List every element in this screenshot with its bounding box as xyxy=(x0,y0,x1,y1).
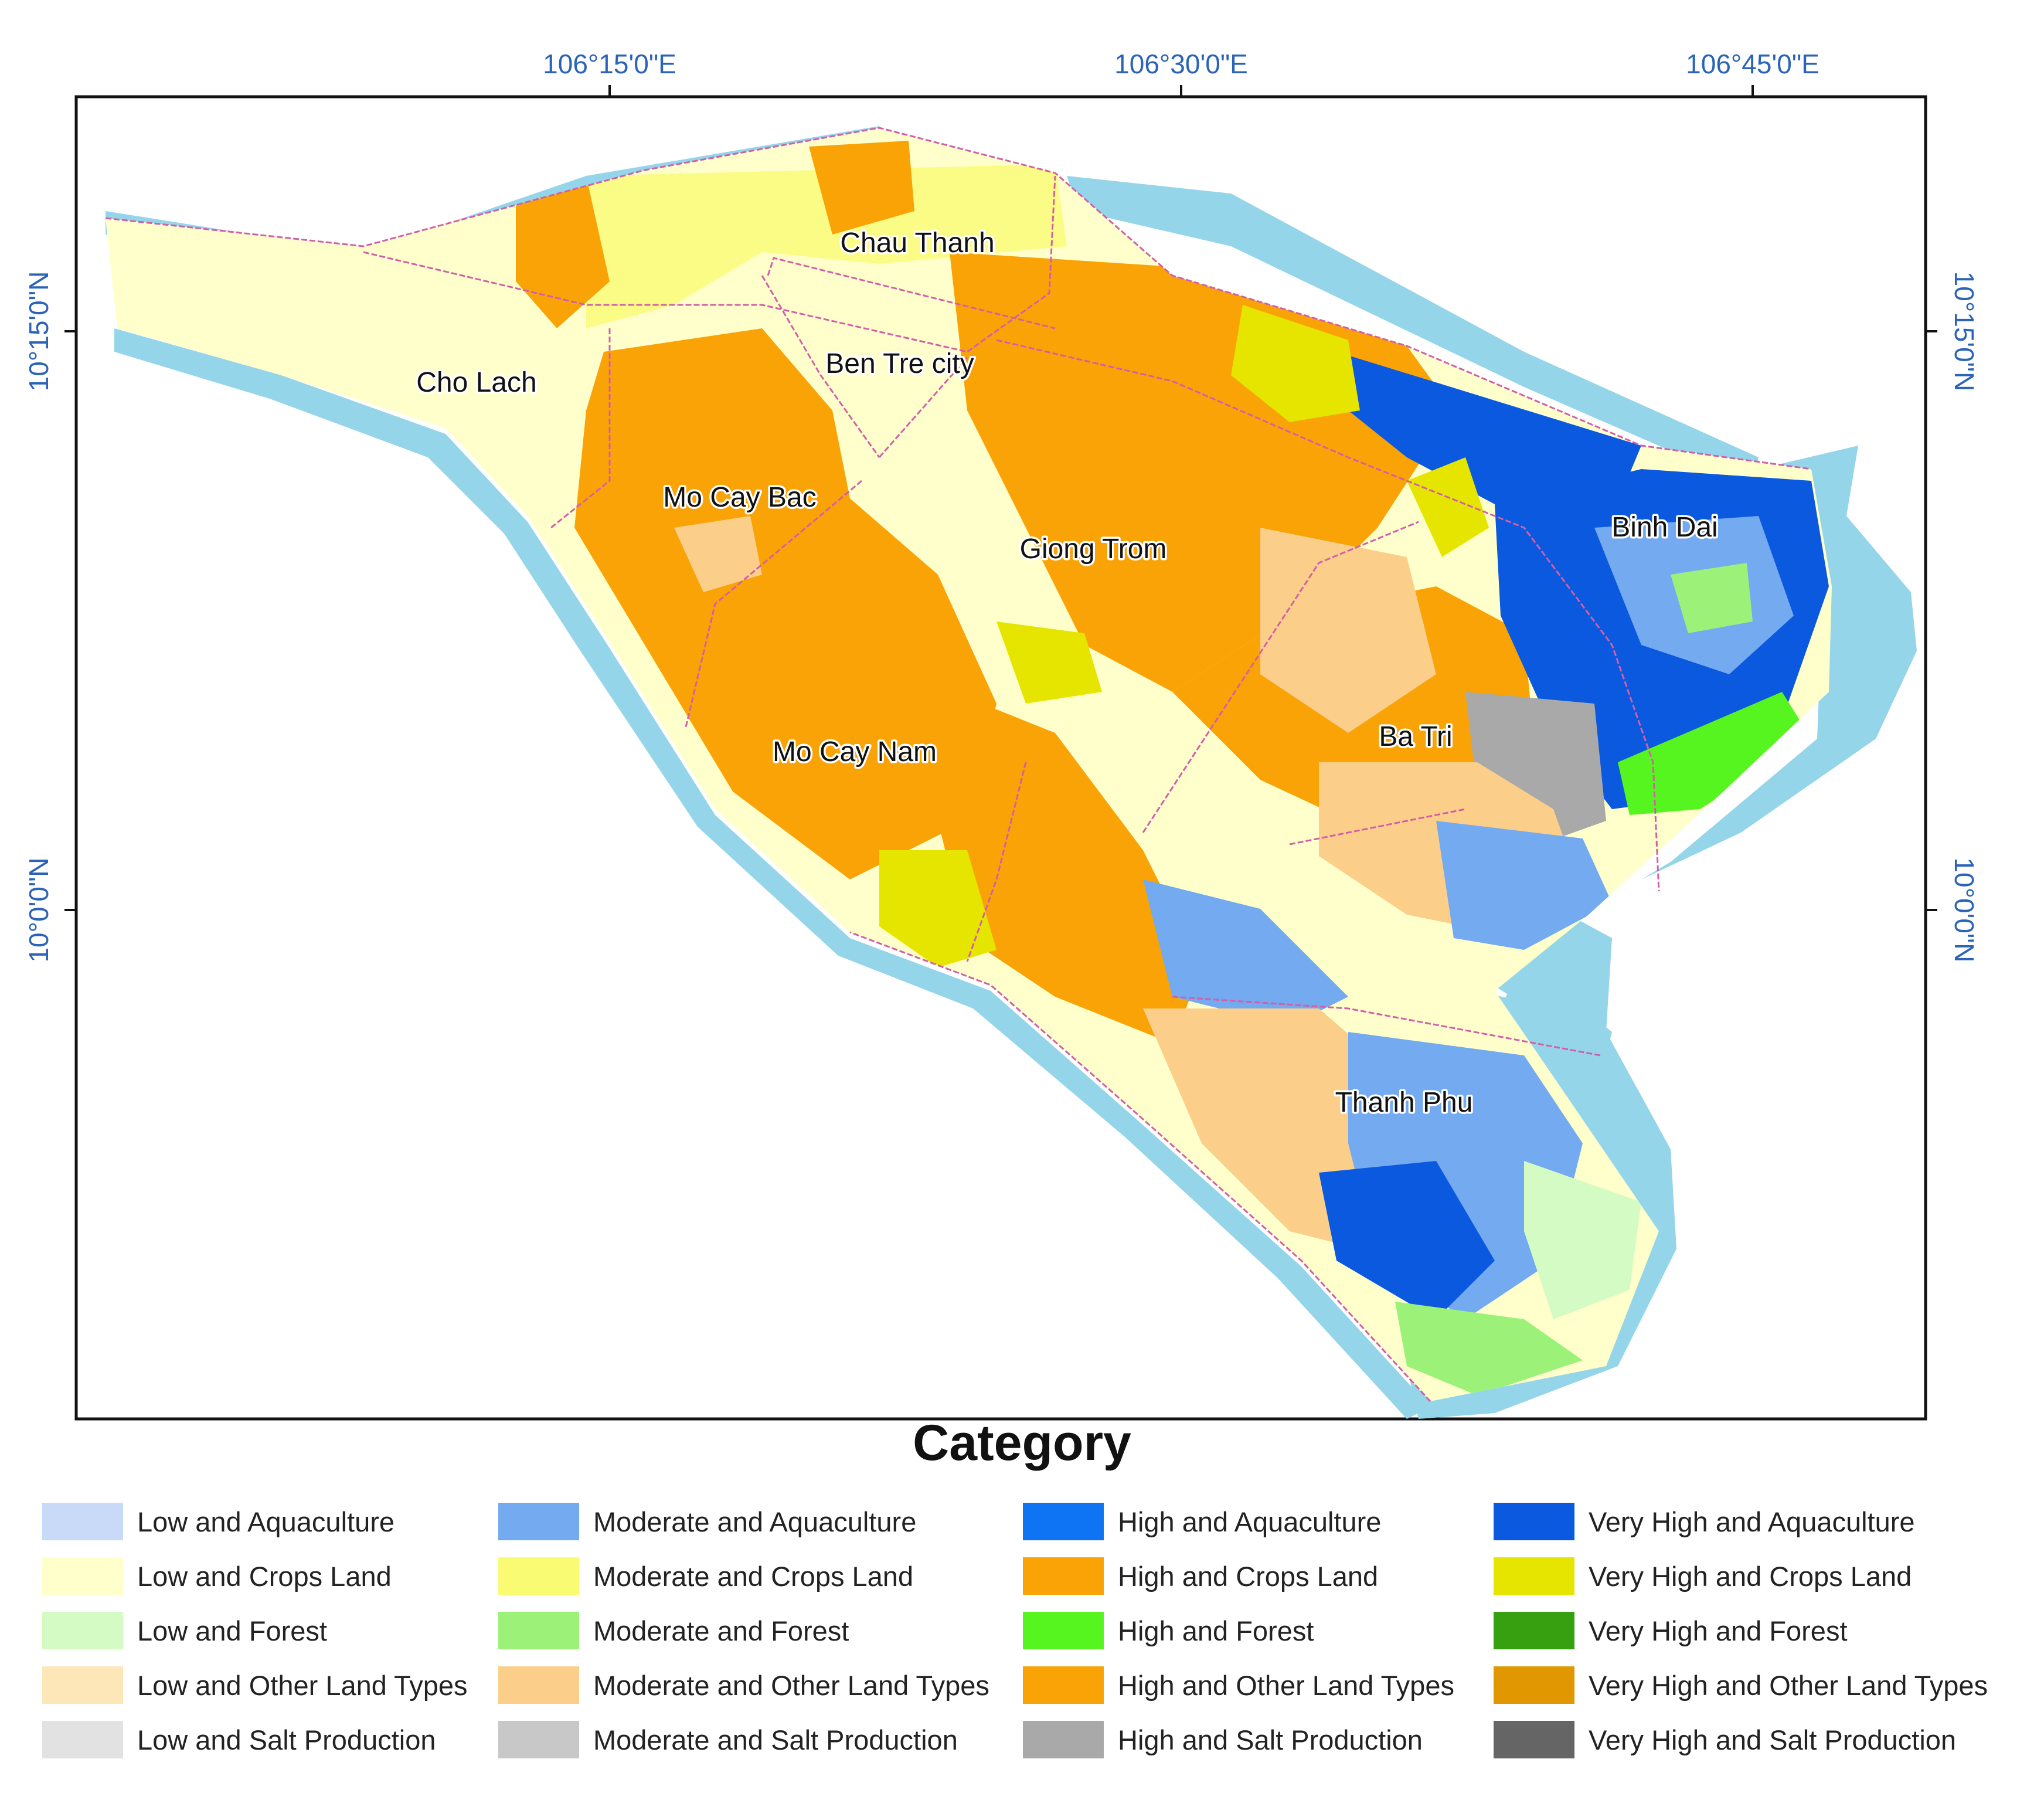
legend-swatch xyxy=(1494,1557,1574,1595)
legend-item: High and Crops Land xyxy=(1023,1556,1378,1597)
legend-item: Low and Salt Production xyxy=(42,1719,436,1760)
legend-label: Moderate and Other Land Types xyxy=(593,1669,989,1701)
legend-label: Low and Crops Land xyxy=(137,1560,392,1592)
legend-label: Low and Forest xyxy=(137,1615,327,1646)
longitude-label-3: 106°45'0"E xyxy=(1686,49,1819,79)
district-boundaries xyxy=(105,127,1812,1403)
legend-item: High and Salt Production xyxy=(1023,1719,1423,1760)
legend-swatch xyxy=(42,1503,123,1540)
legend-swatch xyxy=(1023,1557,1104,1595)
district-label-binh-dai: Binh Dai xyxy=(1611,512,1717,543)
legend-item: Moderate and Other Land Types xyxy=(498,1665,989,1706)
legend-item: Very High and Forest xyxy=(1494,1610,1848,1651)
axis-ticks xyxy=(64,85,1937,911)
latitude-label-left-2: 10°0'0"N xyxy=(23,857,54,962)
legend-swatch xyxy=(498,1557,579,1595)
legend-item: Very High and Salt Production xyxy=(1494,1719,1956,1760)
vulnerability-zones xyxy=(516,141,1829,1395)
legend-label: Moderate and Crops Land xyxy=(593,1560,914,1592)
legend-label: Very High and Crops Land xyxy=(1589,1560,1912,1592)
legend-label: Low and Other Land Types xyxy=(137,1669,468,1701)
latitude-label-left-1: 10°15'0"N xyxy=(23,271,54,392)
legend-title: Category xyxy=(913,1415,1131,1471)
district-labels: Chau Thanh Ben Tre city Cho Lach Mo Cay … xyxy=(414,226,1720,1120)
latitude-label-right-2: 10°0'0"N xyxy=(1949,857,1980,962)
legend-label: High and Aquaculture xyxy=(1118,1506,1382,1537)
legend-swatch xyxy=(1494,1721,1574,1758)
district-label-mo-cay-bac: Mo Cay Bac xyxy=(663,482,816,513)
legend-label: Very High and Other Land Types xyxy=(1589,1669,1988,1701)
legend-swatch xyxy=(1494,1612,1574,1649)
legend-label: High and Other Land Types xyxy=(1118,1669,1454,1701)
latitude-label-right-1: 10°15'0"N xyxy=(1949,271,1980,392)
longitude-label-1: 106°15'0"E xyxy=(543,49,676,79)
legend-item: High and Other Land Types xyxy=(1023,1665,1454,1706)
legend-swatch xyxy=(1023,1503,1104,1540)
legend-swatch xyxy=(42,1721,123,1758)
district-label-giong-trom: Giong Trom xyxy=(1020,534,1167,565)
legend-swatch xyxy=(1023,1666,1104,1704)
legend-item: Low and Other Land Types xyxy=(42,1665,468,1706)
legend-item: Moderate and Crops Land xyxy=(498,1556,913,1597)
legend-label: Very High and Salt Production xyxy=(1589,1724,1957,1755)
legend-label: High and Salt Production xyxy=(1118,1724,1423,1755)
legend-item: Very High and Other Land Types xyxy=(1494,1665,1988,1706)
legend-item: High and Forest xyxy=(1023,1610,1314,1651)
legend-swatch xyxy=(1023,1721,1104,1758)
legend-item: Low and Forest xyxy=(42,1610,327,1651)
district-label-thanh-phu: Thanh Phu xyxy=(1335,1087,1473,1118)
legend-label: Moderate and Aquaculture xyxy=(593,1506,917,1537)
legend-item: High and Aquaculture xyxy=(1023,1501,1381,1542)
district-label-ba-tri: Ba Tri xyxy=(1379,721,1452,752)
legend-item: Moderate and Forest xyxy=(498,1610,849,1651)
legend-swatch xyxy=(498,1503,579,1540)
district-label-cho-lach: Cho Lach xyxy=(416,367,536,398)
legend-swatch xyxy=(498,1666,579,1704)
legend-label: Very High and Aquaculture xyxy=(1589,1506,1915,1537)
legend-swatch xyxy=(498,1612,579,1649)
district-label-mo-cay-nam: Mo Cay Nam xyxy=(773,736,937,768)
legend-swatch xyxy=(1494,1666,1574,1704)
legend-item: Very High and Crops Land xyxy=(1494,1556,1912,1597)
legend-label: Low and Aquaculture xyxy=(137,1506,394,1537)
legend-label: Low and Salt Production xyxy=(137,1724,436,1755)
legend-swatch xyxy=(42,1612,123,1649)
legend-item: Low and Crops Land xyxy=(42,1556,392,1597)
legend-swatch xyxy=(498,1721,579,1758)
legend-item: Low and Aquaculture xyxy=(42,1501,394,1542)
legend-item: Moderate and Salt Production xyxy=(498,1719,958,1760)
legend-label: High and Crops Land xyxy=(1118,1560,1379,1592)
legend-swatch xyxy=(1023,1612,1104,1649)
map-figure: 106°15'0"E 106°30'0"E 106°45'0"E 10°15'0… xyxy=(23,49,1980,1421)
longitude-label-2: 106°30'0"E xyxy=(1114,49,1248,79)
legend-label: Moderate and Forest xyxy=(593,1615,849,1646)
legend-item: Very High and Aquaculture xyxy=(1494,1501,1915,1542)
district-label-chau-thanh: Chau Thanh xyxy=(840,227,994,259)
legend-label: Moderate and Salt Production xyxy=(593,1724,958,1755)
legend-label: Very High and Forest xyxy=(1589,1615,1848,1646)
legend-swatch xyxy=(1494,1503,1574,1540)
legend-swatch xyxy=(42,1557,123,1595)
district-label-ben-tre-city: Ben Tre city xyxy=(825,348,974,379)
legend-label: High and Forest xyxy=(1118,1615,1314,1646)
legend-item: Moderate and Aquaculture xyxy=(498,1501,916,1542)
legend-swatch xyxy=(42,1666,123,1704)
